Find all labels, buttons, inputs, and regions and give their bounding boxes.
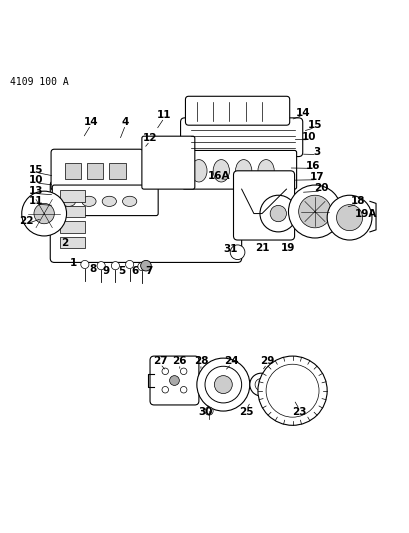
Text: 16: 16	[305, 160, 319, 171]
Text: 29: 29	[259, 356, 274, 366]
Bar	[64, 163, 81, 179]
Text: 1: 1	[70, 259, 77, 268]
Ellipse shape	[102, 196, 116, 206]
Circle shape	[249, 373, 272, 396]
Bar	[109, 163, 125, 179]
Bar	[60, 237, 85, 248]
Circle shape	[196, 358, 249, 411]
Text: 15: 15	[307, 120, 321, 130]
Bar	[60, 206, 85, 217]
Text: 20: 20	[313, 183, 328, 193]
Text: 31: 31	[222, 245, 237, 254]
Circle shape	[230, 245, 244, 260]
FancyBboxPatch shape	[233, 171, 294, 240]
Text: 10: 10	[301, 132, 315, 142]
Text: 12: 12	[142, 133, 157, 143]
Text: 14: 14	[295, 108, 309, 118]
FancyBboxPatch shape	[50, 181, 241, 262]
Circle shape	[336, 205, 362, 231]
Ellipse shape	[213, 159, 229, 182]
Circle shape	[265, 364, 318, 417]
Circle shape	[162, 368, 168, 375]
FancyBboxPatch shape	[185, 96, 289, 125]
Circle shape	[288, 185, 341, 238]
Text: 13: 13	[29, 186, 43, 196]
Text: 4: 4	[121, 117, 129, 127]
Text: 6: 6	[131, 265, 138, 276]
Circle shape	[140, 261, 151, 271]
Ellipse shape	[82, 196, 96, 206]
Circle shape	[259, 195, 296, 232]
Text: 11: 11	[157, 110, 171, 120]
Text: 4109 100 A: 4109 100 A	[9, 77, 68, 87]
Text: 18: 18	[350, 196, 364, 206]
Text: 25: 25	[239, 407, 253, 417]
Circle shape	[204, 407, 213, 415]
Text: 15: 15	[29, 165, 43, 175]
FancyBboxPatch shape	[142, 136, 194, 189]
Text: 5: 5	[118, 265, 125, 276]
Ellipse shape	[257, 159, 274, 182]
Circle shape	[180, 386, 187, 393]
Bar	[60, 221, 85, 233]
Text: 30: 30	[198, 407, 213, 417]
Text: 22: 22	[19, 216, 34, 226]
Text: 19: 19	[281, 243, 295, 253]
Circle shape	[254, 378, 267, 391]
Text: 27: 27	[153, 356, 167, 366]
Text: 7: 7	[145, 265, 152, 276]
Text: 16A: 16A	[207, 171, 230, 181]
Text: 23: 23	[292, 407, 306, 417]
Text: 8: 8	[89, 264, 97, 274]
Circle shape	[298, 195, 330, 228]
Text: 21: 21	[254, 243, 269, 253]
Circle shape	[97, 262, 105, 270]
FancyBboxPatch shape	[150, 356, 198, 405]
Ellipse shape	[61, 196, 76, 206]
Circle shape	[22, 191, 66, 236]
Circle shape	[204, 366, 241, 403]
Circle shape	[111, 262, 119, 270]
Circle shape	[214, 376, 232, 393]
Bar	[87, 163, 103, 179]
Circle shape	[270, 205, 286, 222]
Text: 19A: 19A	[354, 208, 376, 219]
Circle shape	[137, 262, 146, 271]
Text: 26: 26	[172, 356, 187, 366]
Circle shape	[169, 376, 179, 385]
Text: 3: 3	[312, 147, 320, 157]
Text: 10: 10	[29, 175, 43, 185]
Circle shape	[257, 356, 326, 425]
Circle shape	[162, 386, 168, 393]
Text: 28: 28	[193, 356, 208, 366]
Circle shape	[125, 261, 133, 269]
Circle shape	[34, 204, 54, 224]
FancyBboxPatch shape	[52, 185, 158, 215]
Ellipse shape	[122, 196, 137, 206]
Circle shape	[326, 195, 371, 240]
FancyBboxPatch shape	[51, 149, 143, 190]
FancyBboxPatch shape	[182, 150, 296, 189]
Text: 14: 14	[83, 117, 98, 127]
Text: 2: 2	[61, 238, 68, 248]
Ellipse shape	[235, 159, 251, 182]
Text: 24: 24	[224, 356, 238, 366]
Text: 11: 11	[29, 196, 43, 206]
Circle shape	[81, 261, 89, 269]
Text: 17: 17	[309, 172, 324, 182]
Circle shape	[180, 368, 187, 375]
Ellipse shape	[190, 159, 207, 182]
Text: 9: 9	[103, 265, 110, 276]
Bar	[60, 190, 85, 202]
FancyBboxPatch shape	[180, 118, 302, 157]
